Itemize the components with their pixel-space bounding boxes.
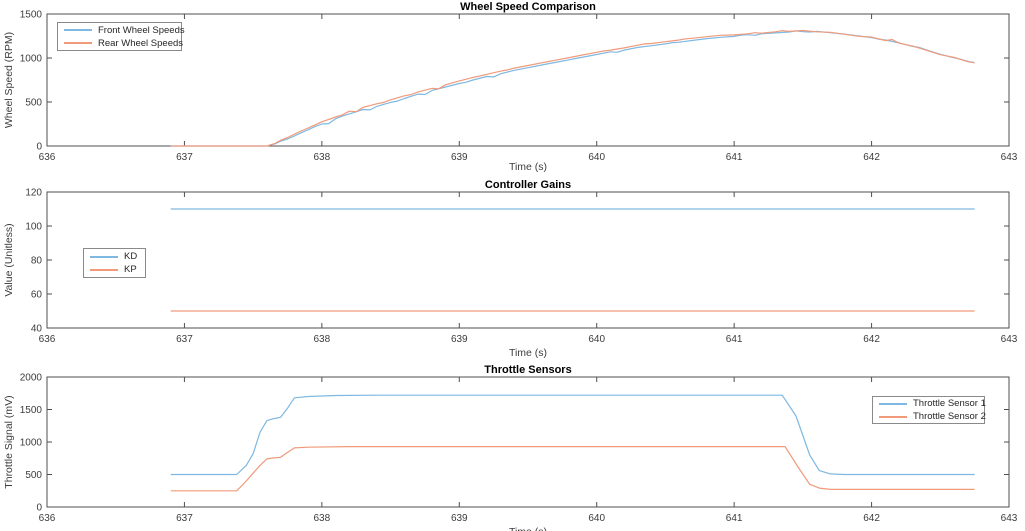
kp-line-swatch (90, 268, 118, 271)
x-tick-label: 643 (1001, 334, 1018, 345)
chart-axes-1: 636 637 638 639 640 641 642 643 40 60 80 100 120 (25, 188, 1017, 346)
chart2-xlabel: Time (s) (508, 347, 548, 359)
legend-item: Throttle Sensor 1 (879, 398, 986, 409)
chart-axes-0: 636 637 638 639 640 641 642 643 0 500 1000 1500 (20, 10, 1018, 164)
x-tick-label: 638 (314, 152, 331, 163)
y-tick-label: 1000 (20, 54, 43, 65)
y-tick-label: 40 (31, 324, 43, 335)
axes-box (46, 191, 1010, 329)
x-tick-label: 641 (726, 334, 743, 345)
legend-label: KD (124, 251, 138, 262)
x-tick-label: 637 (176, 152, 193, 163)
x-tick-label: 636 (39, 513, 56, 524)
y-tick-label: 2000 (20, 373, 43, 384)
legend-label: Rear Wheel Speeds (98, 37, 184, 49)
kd-line-swatch (90, 255, 118, 258)
x-tick-label: 642 (863, 152, 880, 163)
y-tick-label: 0 (36, 142, 42, 153)
throttle1-line-swatch (879, 402, 907, 405)
x-tick-label: 637 (176, 513, 193, 524)
chart1-ylabel: Wheel Speed (RPM) (3, 31, 15, 129)
legend-item: KP (90, 264, 138, 275)
x-tick-label: 638 (314, 334, 331, 345)
rear-wheel-line-swatch (64, 42, 92, 44)
chart3-legend[interactable]: Throttle Sensor 1 Throttle Sensor 2 (872, 396, 986, 424)
legend-item: Rear Wheel Speeds (64, 38, 183, 49)
chart1-title: Wheel Speed Comparison (460, 1, 596, 13)
x-tick-label: 642 (863, 513, 880, 524)
x-tick-label: 639 (451, 152, 468, 163)
series-line[interactable] (170, 30, 975, 147)
x-tick-label: 641 (726, 152, 743, 163)
legend-item: KD (90, 251, 138, 262)
x-tick-label: 639 (451, 513, 468, 524)
axes-box (46, 13, 1010, 147)
y-tick-label: 120 (25, 188, 42, 199)
chart1-xlabel: Time (s) (508, 161, 548, 173)
y-tick-label: 80 (31, 256, 43, 267)
front-wheel-line-swatch (64, 29, 92, 31)
x-tick-label: 642 (863, 334, 880, 345)
x-tick-label: 637 (176, 334, 193, 345)
legend-item: Front Wheel Speeds (64, 25, 185, 36)
y-tick-label: 500 (25, 98, 42, 109)
chart1-legend[interactable]: Front Wheel Speeds Rear Wheel Speeds (57, 22, 185, 51)
x-tick-label: 638 (314, 513, 331, 524)
legend-label: Front Wheel Speeds (98, 24, 185, 36)
y-tick-label: 100 (25, 222, 42, 233)
y-tick-label: 1000 (20, 438, 43, 449)
x-tick-label: 643 (1001, 152, 1018, 163)
y-tick-label: 1500 (20, 10, 43, 21)
legend-label: Throttle Sensor 2 (913, 411, 986, 422)
x-tick-label: 639 (451, 334, 468, 345)
throttle2-line-swatch (879, 415, 907, 418)
chart2-title: Controller Gains (484, 179, 572, 191)
x-tick-label: 636 (39, 152, 56, 163)
chart2-ylabel: Value (Unitless) (3, 223, 15, 297)
x-tick-label: 641 (726, 513, 743, 524)
chart3-title: Throttle Sensors (484, 364, 572, 376)
x-tick-label: 640 (588, 152, 605, 163)
axes-box (46, 376, 1010, 508)
y-tick-label: 1500 (20, 405, 43, 416)
chart-axes-2: 636 637 638 639 640 641 642 643 0 500 1000 1500 2000 (20, 373, 1018, 525)
series-line[interactable] (170, 29, 975, 147)
chart3-xlabel: Time (s) (47, 526, 1009, 531)
x-tick-label: 636 (39, 334, 56, 345)
x-tick-label: 640 (588, 334, 605, 345)
chart3-ylabel: Throttle Signal (mV) (3, 395, 15, 489)
x-tick-label: 640 (588, 513, 605, 524)
y-tick-label: 500 (25, 470, 42, 481)
x-tick-label: 643 (1001, 513, 1018, 524)
legend-item: Throttle Sensor 2 (879, 411, 986, 422)
series-line[interactable] (170, 394, 975, 476)
legend-label: Throttle Sensor 1 (913, 398, 986, 409)
chart2-legend[interactable]: KD KP (83, 248, 146, 278)
legend-label: KP (124, 264, 137, 275)
y-tick-label: 60 (31, 290, 43, 301)
series-line[interactable] (170, 446, 975, 492)
y-tick-label: 0 (36, 503, 42, 514)
